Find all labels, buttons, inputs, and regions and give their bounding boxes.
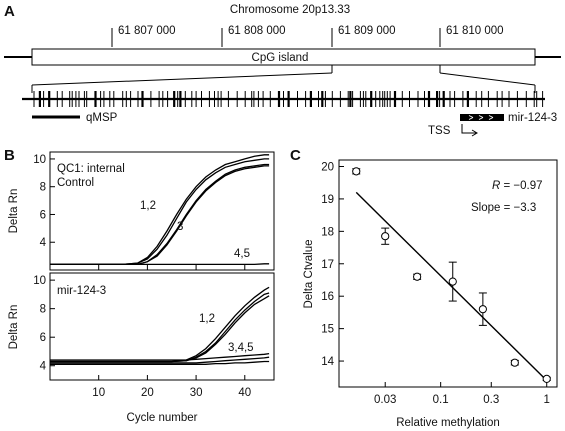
panel-c-points [352, 167, 551, 383]
panel-b-xaxis: 10 20 30 40 [92, 265, 251, 399]
panel-c-frame [338, 159, 558, 388]
qmsp-label: qMSP [86, 112, 118, 124]
c-xtick-label: 0.03 [374, 394, 396, 406]
c-ytick-label: 16 [321, 291, 334, 303]
data-point-3 [448, 261, 457, 302]
tss-arrow-icon [461, 124, 476, 134]
chromosome-title: Chromosome 20p13.33 [230, 4, 350, 16]
panel-a-letter: A [4, 3, 15, 20]
panel-b-top-frame [49, 151, 275, 271]
panel-a: A Chromosome 20p13.33 61 807 000 61 808 … [4, 3, 561, 137]
c-ytick-label: 18 [321, 226, 334, 238]
annot-top-4-5: 4,5 [234, 248, 250, 260]
panel-b-top-yaxis: 10 8 6 4 [33, 154, 55, 249]
panel-c-xlabel: Relative methylation [396, 417, 500, 429]
gene-label: mir-124-3 [508, 112, 557, 124]
data-point-5 [510, 358, 519, 367]
panel-c-ylabel: Delta Ctvalue [303, 239, 315, 308]
annot-top-3: 3 [177, 221, 183, 233]
b-bottom-series-3-4-5-4 [50, 356, 270, 364]
gene-strand-arrows-icon [468, 115, 494, 120]
data-point-4 [478, 292, 487, 326]
c-ytick-label: 17 [321, 259, 334, 271]
point-marker [448, 277, 457, 286]
tss-arrowhead-icon [471, 129, 478, 137]
c-ytick-label: 14 [321, 356, 334, 368]
b-bottom-series-1-2-2 [50, 295, 270, 363]
panel-b-bottom-title: mir-124-3 [57, 285, 106, 297]
b-top-series-4-5-4 [50, 263, 270, 266]
b-bottom-series-3-4-5-3 [50, 352, 270, 361]
b-bottom-ytick-label: 4 [40, 361, 47, 373]
cpg-island-box [31, 48, 536, 66]
panel-c: C 20 19 18 17 16 15 14 0.03 0.1 0.3 1 R = −0.97 S… [290, 147, 558, 429]
panel-b-bottom-ylabel: Delta Rn [8, 305, 20, 350]
panel-c-fit-line [355, 191, 548, 382]
b-top-ytick-label: 8 [40, 182, 46, 194]
b-top-ytick-label: 6 [40, 209, 46, 221]
b-xtick-label: 30 [190, 387, 203, 399]
point-marker [542, 374, 551, 383]
b-bottom-series-3-4-5-5 [50, 360, 270, 365]
slope-label: Slope = −3.3 [471, 202, 536, 214]
point-marker [478, 305, 487, 314]
b-bottom-ytick-label: 10 [33, 275, 46, 287]
c-ytick-label: 19 [321, 194, 334, 206]
c-xtick-label: 0.1 [433, 394, 449, 406]
r-value-label: R = −0.97 [492, 180, 543, 192]
panel-b-bottom-curves [50, 286, 270, 365]
annot-top-1-2: 1,2 [140, 200, 156, 212]
annot-bottom-3-4-5: 3,4,5 [228, 342, 254, 354]
point-marker [381, 232, 390, 241]
point-marker [510, 358, 519, 367]
panel-b-top-ylabel: Delta Rn [8, 189, 20, 234]
tss-label: TSS [428, 125, 451, 137]
panel-b-bottom-yaxis: 10 8 6 4 [33, 275, 55, 373]
c-xtick-label: 0.3 [483, 394, 499, 406]
coord-label-1: 61 807 000 [118, 25, 176, 37]
c-xtick-label: 1 [544, 394, 550, 406]
b-xtick-label: 10 [92, 387, 105, 399]
data-point-6 [542, 374, 551, 383]
data-point-0 [352, 167, 361, 176]
point-marker [352, 167, 361, 176]
coord-label-3: 61 809 000 [338, 25, 396, 37]
panel-b-xlabel: Cycle number [127, 412, 198, 424]
panel-b-top-curves [50, 154, 270, 266]
panel-b-top-title-1: QC1: internal [57, 163, 125, 175]
b-bottom-ytick-label: 6 [40, 332, 46, 344]
b-xtick-label: 20 [141, 387, 154, 399]
b-top-ytick-label: 4 [40, 237, 47, 249]
r-value: = −0.97 [500, 180, 542, 192]
panel-b-letter: B [4, 147, 15, 164]
b-top-ytick-label: 10 [33, 154, 46, 166]
panel-b-top-title-2: Control [57, 177, 94, 189]
regression-line [355, 191, 548, 382]
zoom-line-right [439, 72, 536, 86]
panel-c-yaxis: 20 19 18 17 16 15 14 [321, 161, 344, 368]
b-xtick-label: 40 [238, 387, 251, 399]
panel-c-xaxis: 0.03 0.1 0.3 1 [374, 382, 550, 406]
panel-c-letter: C [290, 147, 301, 164]
c-ytick-label: 20 [321, 161, 334, 173]
annot-bottom-1-2: 1,2 [199, 313, 215, 325]
data-point-1 [381, 227, 390, 245]
coord-label-4: 61 810 000 [446, 25, 504, 37]
r-symbol: R [492, 180, 500, 192]
point-marker [413, 272, 422, 281]
panel-b-bottom-frame [49, 272, 275, 381]
coord-label-2: 61 808 000 [228, 25, 286, 37]
cpg-site-marks [33, 91, 544, 107]
cpg-island-label: CpG island [252, 52, 309, 64]
data-point-2 [413, 272, 422, 281]
b-bottom-ytick-label: 8 [40, 304, 46, 316]
zoom-line-left [31, 72, 333, 86]
c-ytick-label: 15 [321, 324, 334, 336]
